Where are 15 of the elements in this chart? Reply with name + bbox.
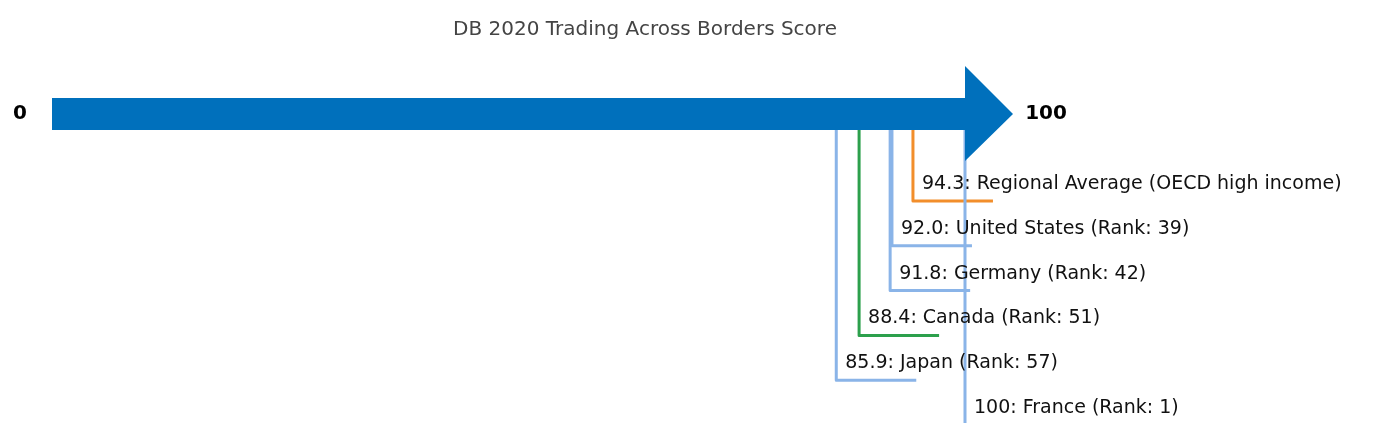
category-label: France (Rank: 1) <box>1022 394 1179 417</box>
text: 0 <box>13 100 27 125</box>
data-label: 91.8: <box>899 260 948 283</box>
category-label: Canada (Rank: 51) <box>922 305 1101 328</box>
category-label: Japan (Rank: 57) <box>899 350 1058 373</box>
data-label: 92.0: <box>900 215 950 238</box>
category-label: Regional Average (OECD high income) <box>976 170 1342 193</box>
data-label: 100: <box>974 394 1017 417</box>
text: DB 2020 Trading Across Borders Score <box>453 16 837 41</box>
text: 100 <box>1025 100 1067 125</box>
data-label: 94.3: <box>921 170 971 193</box>
data-label: 85.9: <box>845 350 894 373</box>
category-label: Germany (Rank: 42) <box>953 260 1147 283</box>
data-label: 88.4: <box>868 305 917 328</box>
category-label: United States (Rank: 39) <box>955 215 1190 238</box>
